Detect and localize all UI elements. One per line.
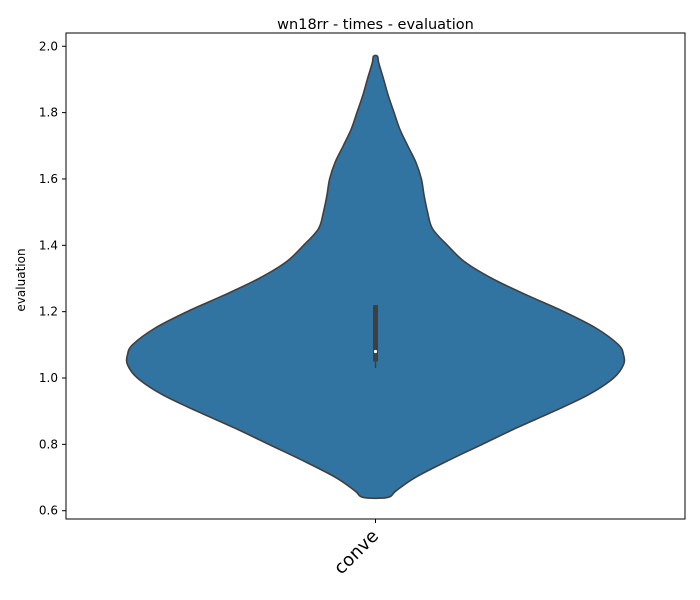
chart-title: wn18rr - times - evaluation (277, 17, 474, 33)
violin-body-conve (125, 54, 626, 500)
y-tick-label: 2.0 (39, 39, 58, 53)
x-tick-label: conve (330, 526, 383, 579)
y-axis-label: evaluation (14, 248, 28, 311)
violin-iqr-box-conve (373, 305, 378, 362)
y-tick-label: 1.8 (39, 106, 58, 120)
y-tick-label: 1.4 (39, 238, 58, 252)
y-tick-label: 1.2 (39, 305, 58, 319)
violin-median-dot-conve (373, 349, 378, 354)
y-tick-label: 0.8 (39, 437, 58, 451)
y-tick-label: 1.0 (39, 371, 58, 385)
y-tick-label: 0.6 (39, 504, 58, 518)
y-tick-label: 1.6 (39, 172, 58, 186)
